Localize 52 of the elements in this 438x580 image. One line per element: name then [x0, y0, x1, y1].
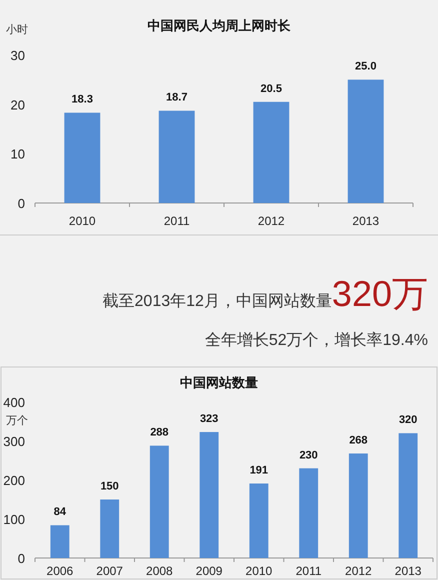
x-tick-label: 2013 — [352, 214, 380, 228]
x-tick-label: 2013 — [394, 564, 422, 578]
bar — [200, 432, 219, 558]
bar — [64, 112, 100, 203]
x-tick-label: 2009 — [196, 564, 223, 578]
bar — [150, 446, 169, 558]
bar — [398, 433, 418, 558]
y-tick-label: 100 — [3, 512, 25, 527]
data-label: 191 — [250, 464, 268, 477]
data-label: 230 — [299, 449, 318, 462]
data-label: 84 — [54, 506, 67, 518]
bar — [158, 110, 195, 203]
text: 320万 — [332, 273, 428, 314]
data-label: 25.0 — [355, 60, 376, 73]
data-label: 18.7 — [166, 92, 188, 104]
bar — [299, 468, 318, 558]
y-tick-label: 300 — [3, 434, 25, 449]
y-tick-label: 200 — [3, 473, 25, 488]
data-label: 320 — [398, 414, 418, 426]
chart-title: 中国网民人均周上网时长 — [148, 18, 292, 33]
y-axis-title: 小时 — [6, 23, 28, 36]
x-tick-label: 2008 — [146, 564, 174, 578]
x-tick-label: 2010 — [246, 564, 273, 578]
bar — [348, 453, 368, 558]
data-label: 150 — [100, 480, 119, 492]
data-label: 288 — [150, 426, 169, 439]
bar — [348, 80, 384, 203]
bar — [50, 525, 70, 558]
y-axis-title: 万个 — [6, 415, 28, 427]
y-tick-label: 400 — [3, 395, 25, 410]
bar — [100, 500, 120, 558]
text: 截至2013年12月，中国网站数量 — [102, 292, 332, 310]
data-label: 18.3 — [72, 94, 93, 106]
text: 全年增长52万个，增长率19.4% — [204, 331, 428, 349]
y-tick-label: 10 — [10, 146, 25, 162]
y-tick-label: 20 — [10, 97, 25, 112]
bar — [249, 484, 268, 558]
data-label: 20.5 — [260, 82, 282, 95]
x-tick-label: 2010 — [68, 214, 96, 228]
x-tick-label: 2007 — [96, 564, 124, 578]
x-tick-label: 2012 — [345, 564, 372, 578]
y-tick-label: 30 — [10, 48, 25, 63]
x-tick-label: 2011 — [296, 564, 322, 578]
x-tick-label: 2011 — [164, 214, 190, 228]
x-tick-label: 2006 — [46, 564, 74, 578]
bar — [253, 102, 290, 203]
chart-title: 中国网站数量 — [180, 375, 258, 390]
data-label: 323 — [200, 413, 218, 426]
x-tick-label: 2012 — [258, 214, 285, 228]
data-label: 268 — [349, 434, 368, 446]
y-tick-label: 0 — [18, 196, 25, 211]
y-tick-label: 0 — [18, 551, 25, 566]
